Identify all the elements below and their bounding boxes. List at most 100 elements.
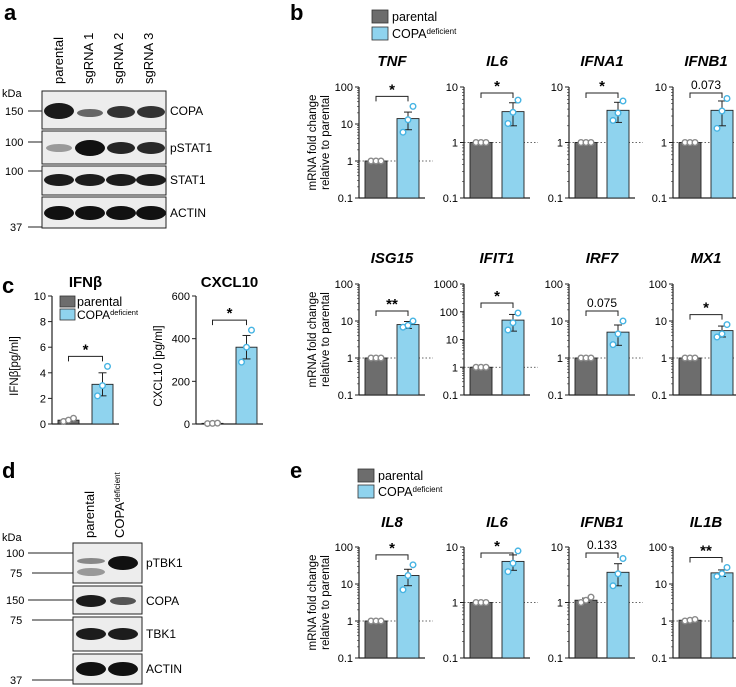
bar-copa-deficient xyxy=(710,330,734,396)
significance-bracket xyxy=(375,310,409,316)
y-tick-label: 100 xyxy=(649,279,667,291)
blot-d-band xyxy=(108,662,138,676)
y-tick-label: 100 xyxy=(335,279,353,291)
blot-a-lane-3: sgRNA 2 xyxy=(111,33,126,84)
data-point xyxy=(514,547,522,555)
panel-label-b: b xyxy=(290,0,303,25)
y-tick-label: 0.1 xyxy=(443,653,458,665)
blot-a-band xyxy=(106,174,136,186)
subplot-title: MX1 xyxy=(691,250,722,267)
blot-d-protein-ptbk1: pTBK1 xyxy=(146,556,183,570)
blot-d-marker-75b: 75 xyxy=(10,615,22,627)
data-point xyxy=(713,333,721,341)
y-tick-label: 0 xyxy=(40,419,46,431)
y-tick-label: 1 xyxy=(661,353,667,365)
y-tick-label: 6 xyxy=(40,342,46,354)
bar-parental xyxy=(574,357,598,396)
y-tick-label: 1 xyxy=(347,616,353,628)
data-point xyxy=(399,128,407,136)
y-tick-label: 0.1 xyxy=(338,390,353,402)
significance-label: * xyxy=(494,538,500,555)
data-point xyxy=(718,330,726,338)
blot-d-marker-75a: 75 xyxy=(10,568,22,580)
data-point xyxy=(98,382,106,390)
bar-parental xyxy=(469,142,493,199)
bar-parental xyxy=(469,366,493,396)
data-point xyxy=(723,321,731,329)
subplot-title: CXCL10 xyxy=(201,274,259,291)
subplot-title: IL8 xyxy=(381,514,403,531)
legend-c-copa-sup: deficient xyxy=(110,308,139,317)
legend-c-label-copa: COPAdeficient xyxy=(77,308,139,322)
y-tick-label: 1 xyxy=(452,138,458,150)
data-point xyxy=(409,561,417,569)
data-point xyxy=(213,419,221,427)
blot-d-lane-1: parental xyxy=(82,491,97,538)
blot-a-marker-150: 150 xyxy=(5,106,23,118)
y-tick-label: 1 xyxy=(557,138,563,150)
blot-a-lane-1: parental xyxy=(51,37,66,84)
static-layer: a b c d e parental COPAdeficient parenta… xyxy=(2,0,457,687)
bar-copa-deficient xyxy=(606,109,630,199)
bar-copa-deficient xyxy=(501,560,525,659)
blot-a-band xyxy=(44,206,74,220)
blot-a-band xyxy=(46,144,72,152)
y-tick-label: 0.1 xyxy=(548,390,563,402)
blot-d-band xyxy=(76,628,106,640)
y-tick-label: 10 xyxy=(551,82,563,94)
significance-label: * xyxy=(83,341,89,358)
data-point xyxy=(614,109,622,117)
significance-label: * xyxy=(494,288,500,305)
significance-label: 0.075 xyxy=(587,296,617,310)
data-point xyxy=(587,593,595,601)
data-point xyxy=(614,570,622,578)
significance-bracket xyxy=(480,92,514,98)
y-tick-label: 0.1 xyxy=(338,653,353,665)
panel-label-c: c xyxy=(2,273,14,298)
data-point xyxy=(614,330,622,338)
subplot-title: IFNB1 xyxy=(580,514,623,531)
legend-e-swatch-parental xyxy=(357,468,375,483)
blot-d-protein-tbk1: TBK1 xyxy=(146,627,176,641)
data-point xyxy=(377,157,385,165)
blot-a-kda-label: kDa xyxy=(2,88,22,100)
y-axis-label: mRNA fold change xyxy=(307,555,319,651)
subplot-title: IL6 xyxy=(486,514,508,531)
legend-label-parental: parental xyxy=(392,10,437,24)
subplot-title: IRF7 xyxy=(586,250,619,267)
subplot-title: IL6 xyxy=(486,53,508,70)
blot-a-protein-actin: ACTIN xyxy=(170,206,206,220)
blot-d-marker-150: 150 xyxy=(6,595,24,607)
significance-bracket xyxy=(585,552,619,558)
blot-a-band xyxy=(107,106,135,118)
blot-d-protein-copa: COPA xyxy=(146,594,179,608)
y-tick-label: 0.1 xyxy=(443,390,458,402)
y-tick-label: 0.1 xyxy=(443,193,458,205)
significance-label: ** xyxy=(386,296,398,313)
y-tick-label: 10 xyxy=(446,335,458,347)
y-tick-label: 10 xyxy=(655,82,667,94)
y-tick-label: 0.1 xyxy=(652,653,667,665)
data-point xyxy=(514,309,522,317)
y-axis-label: relative to parental xyxy=(320,292,332,387)
blot-a-lane-2: sgRNA 1 xyxy=(81,33,96,84)
y-tick-label: 10 xyxy=(551,542,563,554)
significance-label: * xyxy=(389,540,395,557)
blot-d-lane-2-sup: deficient xyxy=(113,472,122,503)
blot-d-band xyxy=(108,628,138,640)
bar-parental xyxy=(574,142,598,199)
data-point xyxy=(619,317,627,325)
significance-label: 0.133 xyxy=(587,538,617,552)
data-point xyxy=(482,599,490,607)
y-tick-label: 1 xyxy=(452,362,458,374)
subplot-title: IFNβ xyxy=(69,274,102,291)
data-point xyxy=(723,95,731,103)
y-axis-label: mRNA fold change xyxy=(307,95,319,191)
significance-label: ** xyxy=(700,542,712,559)
legend-c-copa-main: COPA xyxy=(77,308,110,322)
data-point xyxy=(509,319,517,327)
significance-label: * xyxy=(703,300,709,317)
significance-bracket xyxy=(585,92,619,98)
